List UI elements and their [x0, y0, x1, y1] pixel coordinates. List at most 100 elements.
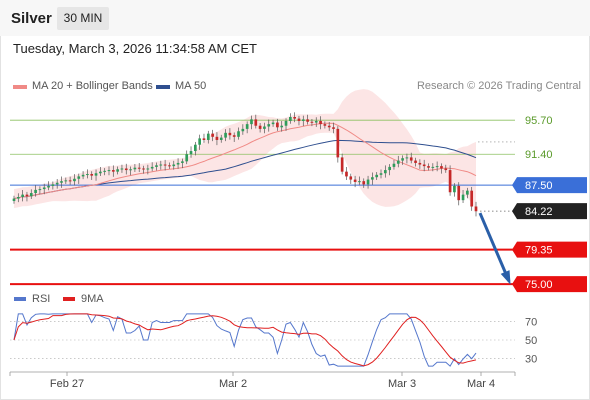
candle — [198, 134, 202, 150]
rsi-tick-label: 30 — [525, 354, 537, 366]
candle — [345, 166, 348, 180]
candle — [120, 164, 124, 173]
candle-body — [137, 167, 141, 169]
level-tag-87.50: 87.50 — [525, 180, 553, 192]
candle — [401, 155, 404, 165]
candle-body — [358, 181, 361, 183]
candle-body — [280, 125, 284, 128]
candle-body — [362, 181, 366, 185]
candle — [301, 115, 305, 127]
candle-body — [314, 120, 318, 123]
candle-body — [202, 138, 206, 140]
candle-body — [293, 117, 296, 119]
candle-body — [168, 165, 171, 167]
candle-body — [103, 170, 107, 172]
candle — [362, 178, 366, 188]
candle-body — [228, 132, 232, 136]
candle — [375, 172, 379, 180]
candle — [263, 122, 266, 134]
candle-body — [77, 176, 81, 179]
candle — [206, 130, 210, 144]
candle — [284, 118, 288, 131]
candle-body — [271, 122, 275, 125]
candle-body — [198, 138, 202, 145]
candle-body — [422, 164, 426, 167]
candle — [12, 195, 16, 204]
candle — [219, 134, 223, 143]
candle — [392, 160, 396, 170]
candle-body — [457, 185, 461, 201]
candle-body — [86, 174, 89, 176]
candle-body — [444, 168, 448, 171]
candle-body — [176, 162, 180, 165]
candle — [310, 118, 314, 127]
candle — [55, 179, 59, 189]
candle — [435, 161, 439, 172]
candle-body — [206, 133, 210, 140]
candle-body — [366, 179, 370, 185]
candle — [319, 116, 322, 130]
candle-body — [224, 132, 227, 138]
candle — [431, 163, 435, 172]
level-tag-79.35: 79.35 — [525, 245, 553, 257]
candle-body — [38, 189, 42, 191]
candle — [280, 121, 284, 132]
candle-body — [181, 161, 184, 163]
candle-body — [194, 144, 197, 152]
candle — [414, 157, 417, 167]
candle — [159, 160, 163, 170]
candle-body — [409, 157, 413, 161]
candle-body — [124, 168, 128, 171]
candle-body — [81, 174, 85, 177]
ma50-swatch — [156, 85, 170, 89]
candle-body — [310, 121, 314, 123]
level-tag-87.50-bg — [512, 177, 587, 194]
candle — [111, 165, 115, 177]
candle — [358, 176, 361, 185]
candle-body — [163, 164, 167, 166]
candle — [461, 189, 465, 203]
candle — [137, 163, 141, 173]
candle — [276, 118, 279, 131]
candle — [155, 162, 158, 171]
candle-body — [133, 167, 137, 170]
candle — [457, 182, 461, 206]
candle-body — [418, 162, 422, 165]
candle — [422, 159, 426, 172]
timeframe-badge[interactable]: 30 MIN — [57, 7, 109, 30]
candle-body — [258, 125, 262, 129]
candle — [90, 171, 94, 180]
candle-body — [237, 131, 240, 137]
candle-body — [470, 190, 474, 207]
candle — [332, 122, 335, 134]
candle — [228, 128, 232, 140]
candle-body — [68, 180, 72, 182]
candle-body — [34, 189, 37, 194]
candle-body — [60, 181, 63, 183]
candle-body — [16, 197, 20, 199]
x-tick-label: Mar 3 — [388, 378, 416, 390]
candle-body — [435, 166, 439, 168]
candle — [116, 166, 119, 175]
candle-body — [383, 170, 387, 174]
candle-body — [431, 166, 435, 168]
chart-datetime: Tuesday, March 3, 2026 11:34:58 AM CET — [13, 41, 257, 56]
candle-body — [47, 185, 50, 188]
candle — [150, 162, 154, 172]
candle — [185, 150, 189, 165]
candle-body — [150, 166, 154, 169]
rsi-tick-label: 70 — [525, 316, 537, 328]
candle — [297, 115, 301, 126]
candle-body — [392, 163, 396, 167]
candle — [81, 171, 85, 180]
candle-body — [288, 117, 292, 121]
candle-body — [211, 133, 214, 137]
candle-body — [371, 177, 374, 180]
candle-body — [405, 157, 409, 159]
candle-body — [388, 166, 391, 171]
header-bar: Silver 30 MIN — [0, 0, 590, 36]
rsi-legend-label: RSI — [32, 293, 51, 305]
candle-body — [21, 194, 24, 197]
rsi-swatch — [14, 297, 26, 301]
candle-body — [241, 128, 245, 132]
